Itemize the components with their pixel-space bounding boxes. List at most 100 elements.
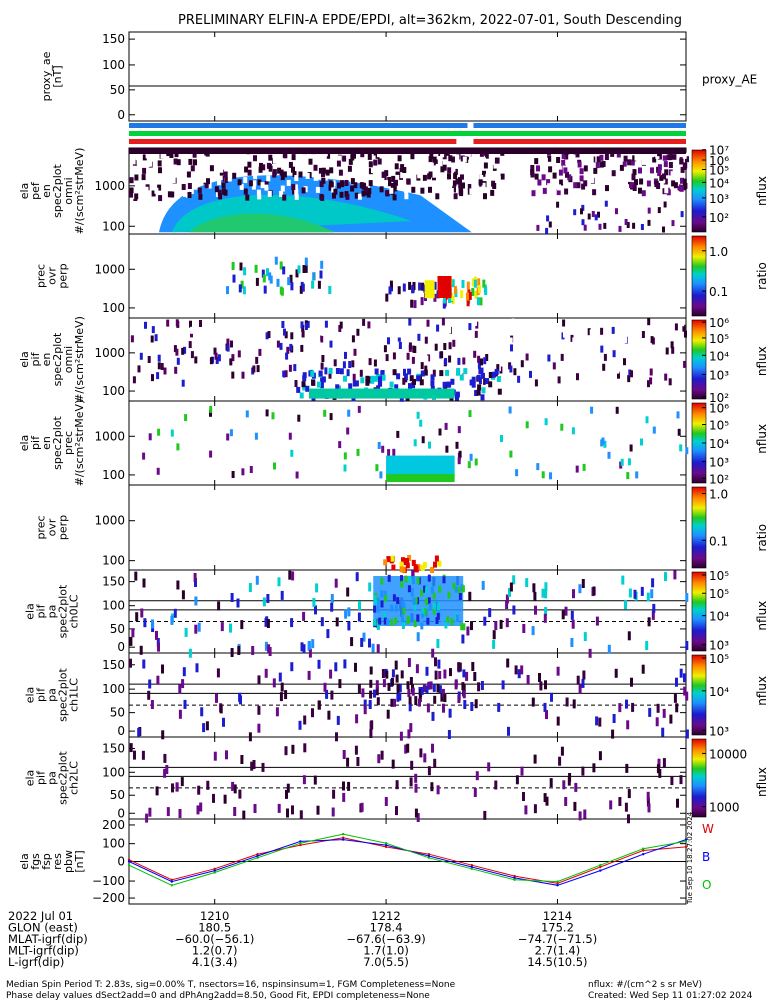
spectrogram-pixel: [395, 174, 400, 181]
spectrogram-pixel: [166, 319, 170, 327]
spectrogram-pixel: [288, 161, 293, 168]
spectrogram-pixel: [346, 757, 350, 767]
spectrogram-pixel: [417, 333, 421, 341]
spectrogram-pixel: [529, 370, 532, 378]
spectrogram-pixel: [443, 295, 446, 304]
spectrogram-pixel: [501, 680, 505, 690]
spectrogram-pixel: [368, 358, 372, 366]
spectrogram-pixel: [425, 685, 429, 694]
spectrogram-pixel: [624, 802, 628, 812]
spectrogram-pixel: [461, 279, 465, 288]
spectrogram-pixel: [304, 257, 308, 266]
spectrogram-pixel: [288, 570, 292, 580]
spectrogram-pixel: [144, 186, 149, 193]
spectrogram-pixel: [427, 173, 432, 180]
spectrogram-pixel: [685, 691, 689, 701]
spectrogram-pixel: [525, 421, 529, 429]
ylabel-line: en: [40, 184, 53, 198]
spectrogram-pixel: [183, 699, 187, 709]
spectrogram-pixel: [365, 379, 370, 386]
spectrogram-pixel: [194, 356, 198, 364]
spectrogram-pixel: [277, 577, 281, 587]
spectrogram-pixel: [375, 464, 379, 472]
spectrogram-pixel: [268, 154, 273, 161]
spectrogram-pixel: [474, 290, 478, 299]
spectrogram-pixel: [179, 153, 184, 160]
spectrogram-pixel: [480, 358, 483, 366]
spectrogram-pixel: [478, 368, 483, 375]
spectrogram-pixel: [578, 811, 582, 821]
spectrogram-cells: [385, 280, 447, 309]
spectrogram-pixel: [297, 414, 301, 422]
spectrogram-pixel: [403, 559, 408, 566]
spectrogram-pixel: [413, 439, 417, 447]
spectrogram-pixel: [175, 319, 179, 327]
ratio-hotspot: [437, 276, 452, 298]
spectrogram-pixel: [237, 350, 241, 358]
spectrogram-pixel: [284, 746, 288, 756]
spectrogram-pixel: [317, 700, 321, 710]
spectrogram-pixel: [373, 159, 378, 166]
spectrogram-pixel: [378, 617, 382, 625]
spectrogram-pixel: [329, 669, 333, 679]
spectrogram-pixel: [423, 753, 427, 763]
spectrogram-pixel: [192, 325, 196, 333]
spectrogram-pixel: [411, 356, 415, 364]
spectrogram-pixel: [323, 682, 327, 692]
spectrogram-pixel: [394, 163, 399, 170]
coverage-bar-green: [129, 131, 686, 136]
spectrogram-pixel: [680, 211, 684, 218]
spectrogram-pixel: [407, 615, 410, 623]
spectrogram-pixel: [306, 320, 310, 328]
spectrogram-pixel: [477, 384, 482, 391]
spectrogram-pixel: [634, 154, 639, 161]
spectrogram-pixel: [565, 171, 569, 178]
spectrogram-pixel: [445, 445, 449, 453]
spectrogram-pixel: [217, 601, 221, 611]
spectrogram-pixel: [595, 616, 599, 626]
spectrogram-pixel: [357, 405, 361, 413]
spectrogram-pixel: [411, 186, 416, 193]
spectrogram-pixel: [376, 697, 380, 706]
spectrogram-pixel: [670, 341, 674, 349]
spectrogram-pixel: [670, 171, 675, 178]
spectrogram-pixel: [578, 584, 582, 594]
spectrogram-pixel: [145, 813, 149, 823]
spectrogram-pixel: [455, 160, 460, 167]
spectrogram-pixel: [603, 353, 607, 361]
info-row-value: −67.6(−63.9): [346, 932, 425, 946]
spectrogram-pixel: [391, 175, 396, 182]
spectrogram-pixel: [406, 681, 410, 690]
spectrogram-pixel: [646, 791, 650, 801]
spectrogram-pixel: [560, 423, 564, 431]
spectrogram-pixel: [380, 577, 384, 585]
spectrogram-pixel: [317, 173, 322, 180]
spectrogram-pixel: [202, 723, 206, 733]
spectrogram-pixel: [682, 164, 687, 170]
ylabel-line: pif: [35, 603, 48, 618]
spectrogram-pixel: [492, 630, 496, 640]
spectrogram-pixel: [674, 323, 678, 331]
spectrogram-pixel: [452, 339, 456, 347]
spectrogram-pixel: [370, 375, 375, 382]
spectrogram-pixel: [170, 191, 175, 198]
spectrogram-pixel: [611, 326, 615, 334]
spectrogram-pixel: [684, 330, 687, 338]
spectrogram-pixel: [394, 384, 399, 391]
spectrogram-pixel: [577, 337, 581, 345]
spectrogram-pixel: [391, 677, 394, 686]
spectrogram-pixel: [315, 186, 320, 193]
spectrogram-pixel: [225, 750, 228, 760]
spectrogram-pixel: [157, 642, 160, 652]
spectrogram-pixel: [415, 664, 419, 674]
spectrogram-pixel: [283, 328, 286, 336]
spectrogram-pixel: [422, 562, 427, 568]
spectrogram-pixel: [414, 565, 419, 572]
spectrogram-cells: [129, 657, 689, 742]
spectrogram-pixel: [564, 797, 568, 806]
spectrogram-pixel: [455, 614, 459, 622]
spectrogram-pixel: [466, 626, 470, 636]
spectrogram-pixel: [444, 621, 448, 629]
spectrogram-pixel: [580, 208, 583, 215]
spectrogram-pixel: [434, 555, 439, 562]
